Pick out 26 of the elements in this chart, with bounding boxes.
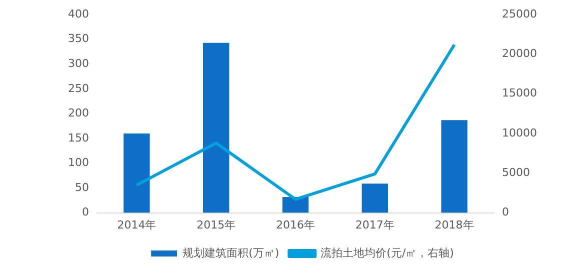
- y-tick-label: 400: [68, 7, 89, 20]
- x-tick-label: 2015年: [196, 218, 236, 232]
- y-tick-label: 50: [74, 180, 89, 194]
- y-tick-label: 200: [68, 106, 89, 120]
- y2-tick-label: 25000: [502, 7, 538, 20]
- y2-tick-label: 0: [502, 206, 510, 219]
- y-tick-label: 300: [68, 57, 89, 70]
- x-tick-label: 2014年: [117, 218, 156, 232]
- y-tick-label: 150: [68, 131, 89, 144]
- bar: [124, 134, 150, 213]
- bar: [203, 42, 230, 213]
- y-tick-label: 350: [68, 32, 89, 46]
- bar: [362, 184, 388, 213]
- y-tick-label: 250: [68, 82, 89, 95]
- y-tick-label: 0: [82, 206, 89, 219]
- x-tick-label: 2018年: [434, 218, 474, 232]
- y2-tick-label: 15000: [502, 86, 538, 100]
- legend-label: 流拍土地均价(元/㎡，右轴): [320, 246, 454, 260]
- x-tick-label: 2017年: [355, 218, 394, 232]
- bar: [441, 120, 468, 213]
- legend-label: 规划建筑面积(万㎡): [182, 246, 280, 260]
- y2-tick-label: 10000: [502, 126, 538, 140]
- x-tick-label: 2016年: [276, 218, 315, 232]
- y-tick-label: 100: [68, 156, 89, 170]
- y2-tick-label: 20000: [502, 47, 538, 60]
- y2-tick-label: 5000: [502, 166, 530, 180]
